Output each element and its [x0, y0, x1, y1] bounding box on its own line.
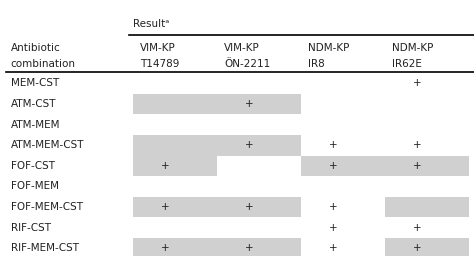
Text: ÖN-2211: ÖN-2211: [224, 59, 270, 69]
Bar: [217, 238, 301, 256]
Text: +: +: [161, 161, 170, 171]
Text: RIF-CST: RIF-CST: [11, 223, 51, 233]
Text: +: +: [412, 223, 421, 233]
Text: MEM-CST: MEM-CST: [11, 78, 59, 88]
Text: +: +: [245, 99, 254, 109]
Text: NDM-KP: NDM-KP: [308, 43, 349, 53]
Text: +: +: [412, 140, 421, 150]
Text: +: +: [328, 202, 337, 212]
Text: +: +: [245, 202, 254, 212]
Text: ATM-MEM-CST: ATM-MEM-CST: [11, 140, 84, 150]
Bar: [217, 135, 301, 156]
Text: IR62E: IR62E: [392, 59, 421, 69]
Bar: [133, 238, 217, 256]
Bar: [385, 238, 469, 256]
Text: +: +: [328, 161, 337, 171]
Text: +: +: [245, 140, 254, 150]
Text: +: +: [412, 243, 421, 253]
Bar: [217, 94, 301, 114]
Text: Antibiotic: Antibiotic: [11, 43, 61, 53]
Bar: [385, 197, 469, 217]
Text: +: +: [328, 140, 337, 150]
Text: VIM-KP: VIM-KP: [140, 43, 176, 53]
Text: FOF-MEM-CST: FOF-MEM-CST: [11, 202, 83, 212]
Text: NDM-KP: NDM-KP: [392, 43, 433, 53]
Text: +: +: [161, 202, 170, 212]
Text: ATM-CST: ATM-CST: [11, 99, 56, 109]
Text: T14789: T14789: [140, 59, 180, 69]
Text: FOF-CST: FOF-CST: [11, 161, 55, 171]
Text: +: +: [412, 78, 421, 88]
Text: VIM-KP: VIM-KP: [224, 43, 260, 53]
Bar: [133, 156, 217, 176]
Text: +: +: [328, 223, 337, 233]
Text: +: +: [245, 243, 254, 253]
Text: +: +: [161, 243, 170, 253]
Text: RIF-MEM-CST: RIF-MEM-CST: [11, 243, 79, 253]
Bar: [217, 197, 301, 217]
Text: +: +: [328, 243, 337, 253]
Bar: [385, 156, 469, 176]
Text: FOF-MEM: FOF-MEM: [11, 182, 59, 191]
Text: IR8: IR8: [308, 59, 325, 69]
Bar: [133, 135, 217, 156]
Bar: [133, 197, 217, 217]
Bar: [133, 94, 217, 114]
Text: +: +: [412, 161, 421, 171]
Text: combination: combination: [11, 59, 76, 69]
Text: ATM-MEM: ATM-MEM: [11, 120, 60, 130]
Bar: [301, 156, 385, 176]
Text: Resultᵃ: Resultᵃ: [133, 19, 170, 29]
